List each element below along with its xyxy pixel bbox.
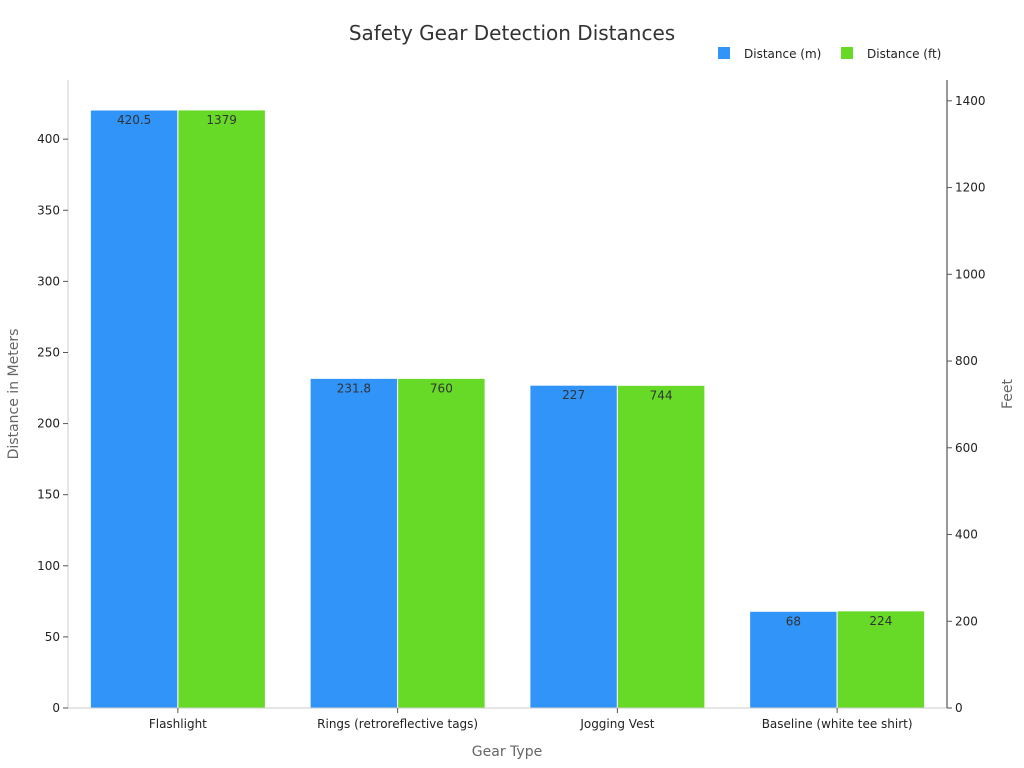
x-tick-label-jogging-vest: Jogging Vest (579, 717, 654, 731)
legend: Distance (m) Distance (ft) (718, 47, 941, 61)
y-axis-left-ticks: 0 50 100 150 200 250 300 350 400 (37, 132, 68, 715)
data-label-distance-m-jogging-vest: 227 (562, 388, 585, 402)
legend-swatch-distance-ft (841, 47, 853, 59)
x-axis-title: Gear Type (472, 744, 542, 760)
y-right-tick-label-200: 200 (955, 614, 978, 628)
y-axis-right-title: Feet (1000, 378, 1016, 409)
chart-title: Safety Gear Detection Distances (349, 21, 675, 45)
y-left-tick-label-50: 50 (45, 630, 60, 644)
legend-label-distance-m: Distance (m) (744, 47, 821, 61)
legend-swatch-distance-m (718, 47, 730, 59)
y-left-tick-label-250: 250 (37, 345, 60, 359)
data-label-distance-m-flashlight: 420.5 (117, 113, 151, 127)
y-right-tick-label-0: 0 (955, 701, 963, 715)
legend-label-distance-ft: Distance (ft) (867, 47, 941, 61)
y-left-tick-label-0: 0 (52, 701, 60, 715)
y-right-tick-label-1000: 1000 (955, 267, 986, 281)
bar-distance-ft-rings-retroreflective-tags (397, 377, 486, 709)
y-right-tick-label-1200: 1200 (955, 181, 986, 195)
bar-distance-m-flashlight (89, 109, 179, 709)
y-left-tick-label-100: 100 (37, 559, 60, 573)
data-label-distance-ft-rings-retroreflective-tags: 760 (430, 381, 453, 395)
bar-distance-m-rings-retroreflective-tags (309, 377, 399, 709)
bar-distance-ft-baseline-white-tee-shirt (836, 610, 926, 709)
y-left-tick-label-350: 350 (37, 203, 60, 217)
x-tick-label-rings-retroreflective-tags: Rings (retroreflective tags) (317, 717, 478, 731)
x-axis-ticks: Flashlight Rings (retroreflective tags) Jo… (149, 708, 913, 731)
data-label-distance-ft-flashlight: 1379 (206, 113, 237, 127)
data-label-distance-ft-jogging-vest: 744 (650, 388, 673, 402)
y-right-tick-label-1400: 1400 (955, 94, 986, 108)
data-label-distance-m-rings-retroreflective-tags: 231.8 (337, 381, 371, 395)
y-axis-left-title: Distance in Meters (6, 329, 22, 460)
bar-distance-ft-jogging-vest (616, 384, 706, 709)
y-right-tick-label-600: 600 (955, 441, 978, 455)
y-right-tick-label-400: 400 (955, 528, 978, 542)
x-tick-label-flashlight: Flashlight (149, 717, 207, 731)
y-left-tick-label-150: 150 (37, 488, 60, 502)
data-label-distance-ft-baseline-white-tee-shirt: 224 (869, 614, 892, 628)
y-left-tick-label-200: 200 (37, 417, 60, 431)
bar-distance-m-jogging-vest (529, 384, 618, 709)
bar-distance-ft-flashlight (177, 109, 266, 709)
x-tick-label-baseline-white-tee-shirt: Baseline (white tee shirt) (762, 717, 913, 731)
data-label-distance-m-baseline-white-tee-shirt: 68 (786, 614, 801, 628)
y-axis-right-ticks: 0 200 400 600 800 1000 1200 1400 (947, 94, 986, 715)
bar-labels: 420.5 1379 231.8 760 227 744 68 224 (117, 113, 892, 628)
y-left-tick-label-400: 400 (37, 132, 60, 146)
bars (89, 109, 926, 709)
y-left-tick-label-300: 300 (37, 274, 60, 288)
y-right-tick-label-800: 800 (955, 354, 978, 368)
